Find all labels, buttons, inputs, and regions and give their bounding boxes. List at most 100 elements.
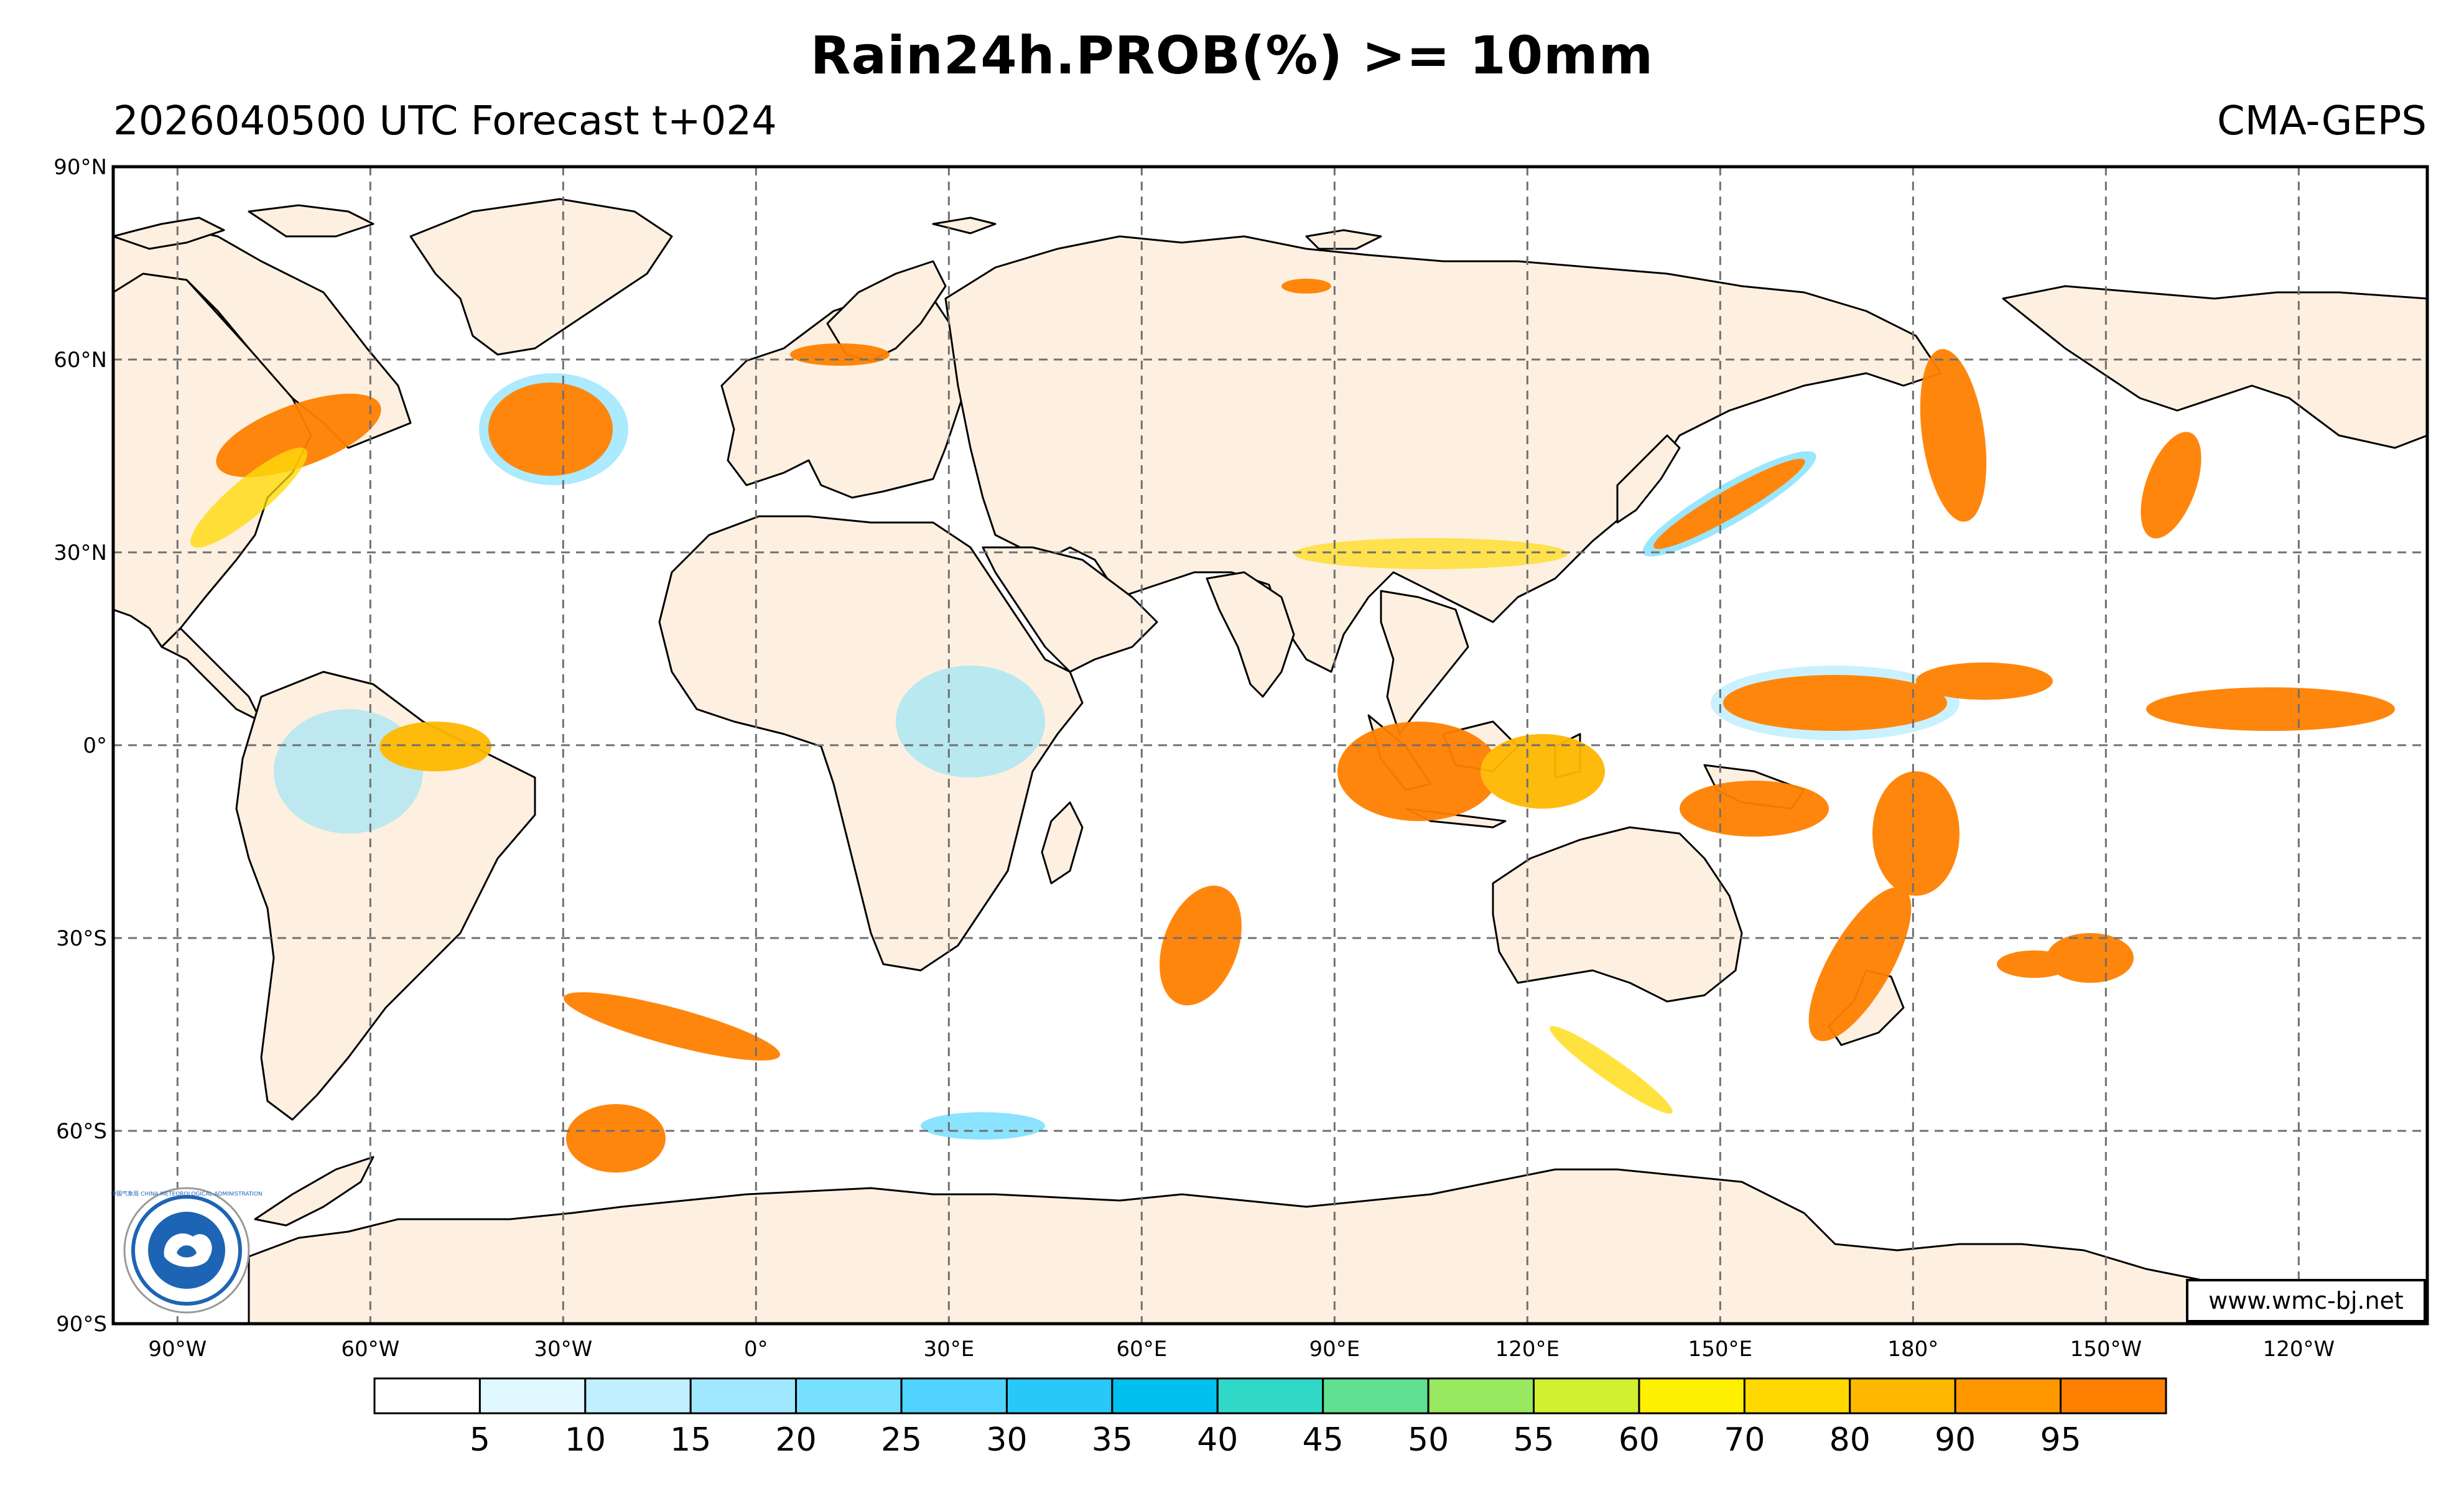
colorbar-tick-label: 50 [1408, 1421, 1449, 1459]
precip-cell [1997, 950, 2071, 978]
colorbar-tick-label: 5 [470, 1421, 490, 1459]
longitude-label: 90°W [148, 1337, 207, 1362]
colorbar-swatch [1427, 1377, 1535, 1415]
colorbar-swatch [1111, 1377, 1219, 1415]
model-name-label: CMA-GEPS [2217, 98, 2427, 144]
credit-text[interactable]: www.wmc-bj.net [2208, 1287, 2404, 1314]
credit-box [2186, 1279, 2426, 1322]
japan-landmass [1616, 434, 1681, 524]
colorbar-tick-label: 10 [565, 1421, 606, 1459]
longitude-labels: 90°W 60°W 30°W 0° 30°E 60°E 90°E 120°E 150°E 180°… [148, 1337, 2335, 1362]
colorbar-swatch [1638, 1377, 1746, 1415]
precip-cell [488, 383, 613, 476]
precip-cell [216, 393, 381, 478]
precip-cell [1916, 662, 2053, 700]
probability-colorbar: 5 10 15 20 25 30 35 40 45 50 55 60 70 80 90 95 [373, 1377, 2167, 1459]
colorbar-swatch [689, 1377, 797, 1415]
longitude-label: 150°W [2070, 1337, 2142, 1362]
longitude-label: 0° [744, 1337, 768, 1362]
colorbar-tick-label: 20 [776, 1421, 817, 1459]
precip-cell [921, 1112, 1045, 1140]
colorbar-tick-label: 95 [2040, 1421, 2081, 1459]
southeast-asia-landmass [1380, 590, 1469, 735]
latitude-label: 90°S [56, 1312, 107, 1337]
forecast-time-label: 2026040500 UTC Forecast t+024 [113, 98, 777, 144]
colorbar-swatch [1954, 1377, 2062, 1415]
precip-cell [566, 1104, 666, 1173]
latitude-labels: 90°N 60°N 30°N 0° 30°S 60°S 90°S [53, 155, 107, 1337]
africa-landmass [658, 515, 1084, 972]
central-america-landmass [160, 627, 263, 723]
latitude-label: 90°N [53, 155, 107, 180]
latitude-label: 0° [83, 733, 107, 758]
australia-landmass [1492, 826, 1743, 1003]
precip-cell [1481, 734, 1605, 809]
longitude-label: 60°E [1116, 1337, 1167, 1362]
precip-cell [1160, 885, 1242, 1006]
precip-cell [1337, 722, 1499, 821]
colorbar-tick-label: 15 [670, 1421, 711, 1459]
precip-cell [1281, 279, 1331, 294]
latitude-label: 30°N [53, 541, 107, 565]
antarctica-landmass [248, 1168, 2427, 1324]
longitude-label: 60°W [341, 1337, 399, 1362]
colorbar-swatch [1849, 1377, 1956, 1415]
map-frame [111, 165, 2429, 1326]
longitude-label: 120°E [1495, 1337, 1560, 1362]
graticule [113, 167, 2427, 1324]
colorbar-tick-label: 55 [1513, 1421, 1554, 1459]
europe-landmass [720, 285, 972, 499]
colorbar-swatch [1005, 1377, 1113, 1415]
colorbar-swatch [2060, 1377, 2167, 1415]
precip-cell [1808, 887, 1912, 1041]
alaska-landmass [2002, 285, 2427, 449]
colorbar-swatch [1533, 1377, 1640, 1415]
precip-cell [790, 343, 890, 366]
precip-cell [2047, 933, 2134, 983]
precip-cell [2141, 432, 2201, 539]
logo-text: 中国气象局 CHINA METEOROLOGICAL ADMINISTRATIO… [111, 1190, 263, 1197]
longitude-label: 180° [1887, 1337, 1938, 1362]
asia-landmass [944, 235, 1942, 673]
precip-cell [1294, 538, 1568, 569]
precip-cell [379, 722, 491, 771]
colorbar-swatch [478, 1377, 587, 1415]
arctic-islands [113, 204, 1382, 250]
precip-cell [1653, 458, 1805, 549]
colorbar-tick-label: 90 [1935, 1421, 1976, 1459]
colorbar-swatch [1216, 1377, 1324, 1415]
precip-cell [1680, 781, 1829, 837]
colorbar-swatch [1322, 1377, 1430, 1415]
colorbar-swatch [795, 1377, 903, 1415]
colorbar-tick-label: 35 [1092, 1421, 1133, 1459]
colorbar-swatch [584, 1377, 692, 1415]
colorbar-tick-label: 70 [1724, 1421, 1765, 1459]
longitude-label: 30°E [923, 1337, 974, 1362]
colorbar-swatch [900, 1377, 1008, 1415]
precip-cell [896, 666, 1045, 778]
map-title: Rain24h.PROB(%) >= 10mm [810, 25, 1654, 86]
colorbar-tick-label: 45 [1303, 1421, 1344, 1459]
latitude-label: 30°S [56, 926, 107, 951]
arabia-landmass [982, 546, 1158, 673]
precip-cell [1723, 675, 1947, 731]
precip-cell [2146, 687, 2395, 731]
latitude-label: 60°N [53, 348, 107, 373]
greenland-landmass [409, 198, 673, 356]
longitude-label: 90°E [1309, 1337, 1360, 1362]
antarctic-peninsula-landmass [254, 1156, 374, 1227]
longitude-label: 30°W [534, 1337, 592, 1362]
india-landmass [1206, 571, 1295, 698]
colorbar-swatch [1743, 1377, 1851, 1415]
colorbar-tick-label: 80 [1829, 1421, 1871, 1459]
colorbar-tick-label: 60 [1619, 1421, 1660, 1459]
longitude-label: 120°W [2263, 1337, 2335, 1362]
cma-logo: 中国气象局 CHINA METEOROLOGICAL ADMINISTRATIO… [111, 1187, 263, 1314]
precip-cell [190, 447, 307, 548]
colorbar-tick-label: 30 [986, 1421, 1027, 1459]
precip-cell [563, 992, 781, 1061]
precip-cell [1872, 771, 1960, 896]
latitude-label: 60°S [56, 1119, 107, 1144]
land-layer [113, 198, 2427, 1324]
